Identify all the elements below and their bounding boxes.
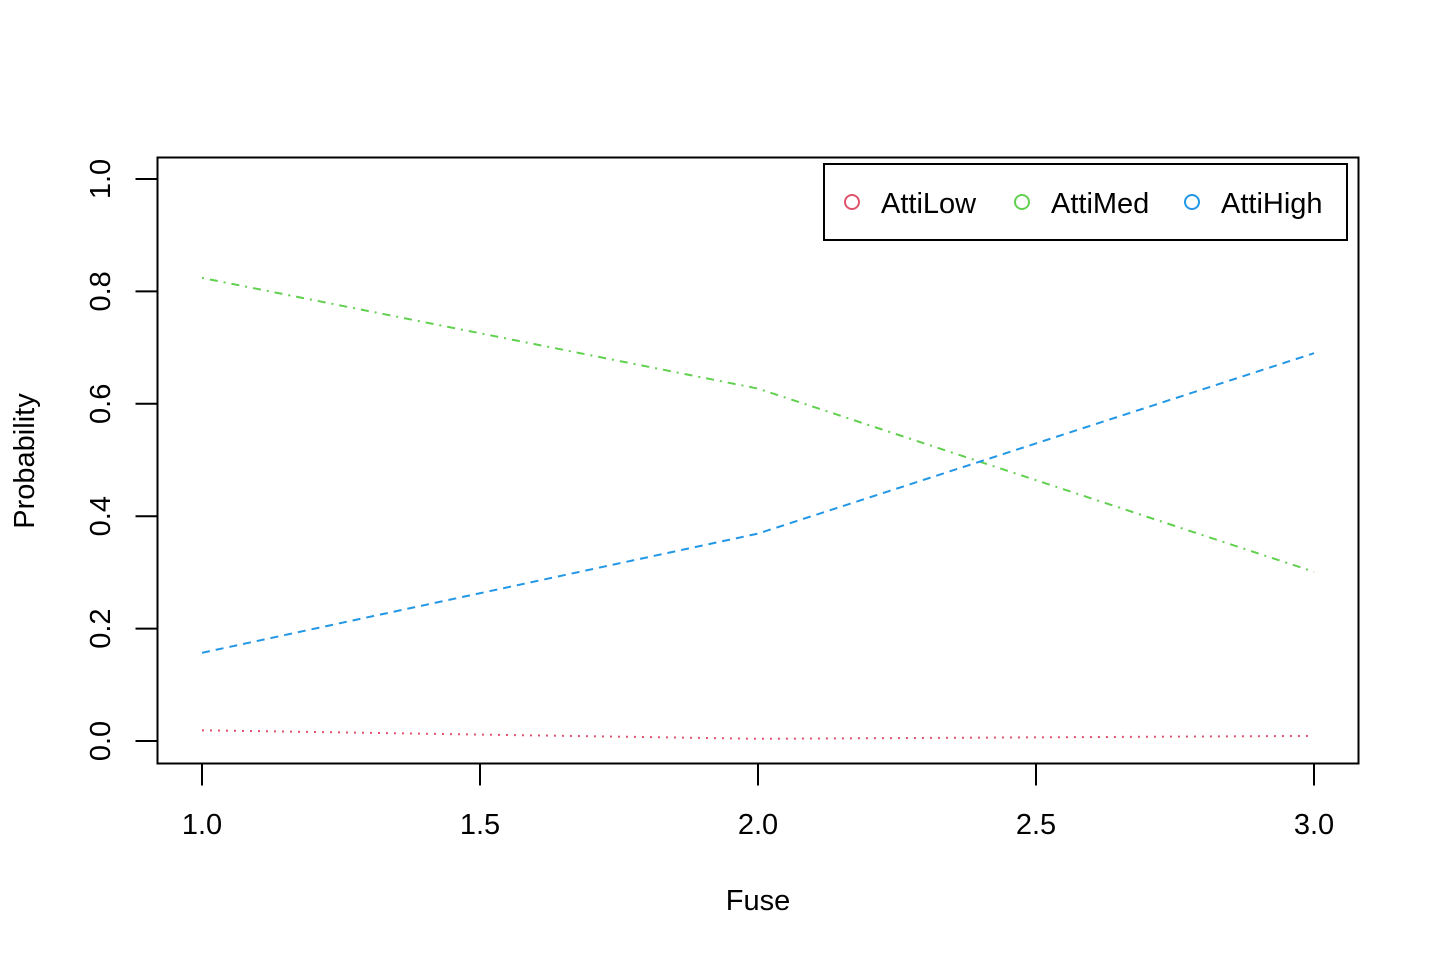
legend: AttiLow AttiMed AttiHigh: [823, 163, 1348, 241]
y-tick-label: 0.6: [85, 384, 117, 424]
legend-label-attilow: AttiLow: [881, 188, 977, 220]
x-axis: 1.0 1.5 2.0 2.5 3.0: [182, 762, 1334, 841]
series-line-attihigh: [201, 352, 1315, 654]
plot-frame: [156, 156, 1360, 765]
x-tick-label: 1.5: [460, 809, 500, 841]
series-line-attilow: [201, 729, 1315, 740]
y-axis: 0.0 0.2 0.4 0.6 0.8 1.0: [85, 159, 159, 761]
legend-label-attihigh: AttiHigh: [1221, 188, 1323, 220]
y-tick-label: 0.8: [85, 271, 117, 311]
series-line-attimed: [201, 276, 1315, 573]
legend-marker-attilow: [844, 194, 860, 210]
x-tick-label: 3.0: [1294, 809, 1334, 841]
legend-box: [823, 163, 1348, 241]
y-axis-title: Probability: [9, 393, 41, 529]
y-tick-label: 0.4: [85, 496, 117, 536]
legend-marker-attihigh: [1184, 194, 1200, 210]
x-axis-title: Fuse: [726, 885, 790, 917]
y-tick-label: 0.0: [85, 721, 117, 761]
series-layer: [201, 276, 1315, 740]
x-tick-label: 2.0: [738, 809, 778, 841]
y-tick-label: 0.2: [85, 608, 117, 648]
y-tick-label: 1.0: [85, 159, 117, 199]
legend-marker-attimed: [1014, 194, 1030, 210]
legend-label-attimed: AttiMed: [1051, 188, 1149, 220]
x-tick-label: 2.5: [1016, 809, 1056, 841]
x-tick-label: 1.0: [182, 809, 222, 841]
